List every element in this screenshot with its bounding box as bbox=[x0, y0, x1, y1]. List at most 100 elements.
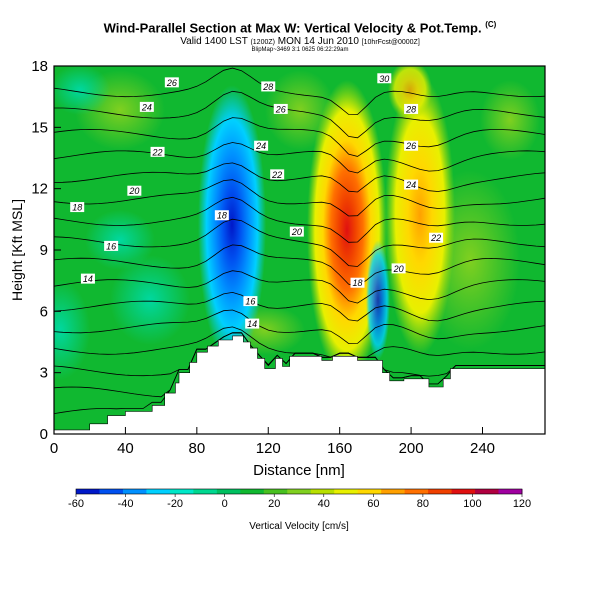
colorbar-tick-label: 60 bbox=[367, 498, 379, 510]
theta-contour-line bbox=[54, 291, 545, 322]
colorbar-swatch bbox=[381, 489, 406, 494]
theta-label-bg bbox=[429, 232, 444, 243]
x-axis-label: Distance [nm] bbox=[253, 462, 345, 479]
x-tick-label: 0 bbox=[50, 440, 58, 457]
theta-contour-line bbox=[54, 309, 545, 344]
theta-contour-label: 22 bbox=[430, 233, 441, 243]
colorbar-tick-label: -60 bbox=[68, 498, 84, 510]
theta-label-bg bbox=[245, 318, 260, 329]
colorbar-swatch bbox=[240, 489, 265, 494]
theta-contour-line bbox=[54, 162, 545, 193]
theta-label-bg bbox=[404, 140, 419, 151]
colorbar-tick-label: -20 bbox=[167, 498, 183, 510]
theta-label-bg bbox=[273, 103, 288, 114]
colorbar-tick-label: 40 bbox=[318, 498, 330, 510]
theta-label-bg bbox=[254, 140, 269, 151]
theta-contour-label: 18 bbox=[217, 211, 227, 221]
colorbar-swatch bbox=[169, 489, 194, 494]
colorbar-swatch bbox=[498, 489, 523, 494]
colorbar-swatch bbox=[357, 489, 382, 494]
y-tick-label: 3 bbox=[40, 365, 48, 382]
theta-contour-label: 30 bbox=[379, 74, 389, 84]
x-tick-label: 160 bbox=[327, 440, 352, 457]
colorbar-tick-label: 0 bbox=[222, 498, 228, 510]
theta-contour-label: 24 bbox=[405, 180, 416, 190]
y-tick-label: 12 bbox=[31, 181, 48, 198]
colorbar-swatch bbox=[193, 489, 218, 494]
colorbar-tick-label: 120 bbox=[513, 498, 531, 510]
theta-contour-label: 28 bbox=[405, 104, 416, 114]
theta-label-bg bbox=[243, 296, 258, 307]
colorbar-tick-label: 80 bbox=[417, 498, 429, 510]
x-tick-label: 40 bbox=[117, 440, 134, 457]
theta-contour-line bbox=[54, 67, 545, 115]
theta-contour-label: 28 bbox=[262, 82, 273, 92]
y-tick-label: 15 bbox=[31, 119, 48, 136]
colorbar-tick-label: 100 bbox=[463, 498, 481, 510]
theta-label-bg bbox=[391, 263, 406, 274]
theta-contour-label: 18 bbox=[353, 278, 363, 288]
y-tick-label: 0 bbox=[40, 426, 48, 443]
theta-contour-label: 24 bbox=[141, 102, 152, 112]
theta-contour-label: 26 bbox=[275, 104, 286, 114]
potential-temperature-labels: 26 24 22 20 18 16 14 28 26 24 22 20 18 16 14 30 28 26 24 22… bbox=[70, 73, 444, 329]
theta-label-bg bbox=[127, 185, 142, 196]
theta-contour-label: 26 bbox=[166, 78, 177, 88]
colorbar-swatch bbox=[287, 489, 312, 494]
theta-contour-line bbox=[54, 218, 545, 267]
y-tick-label: 18 bbox=[31, 58, 48, 75]
theta-label-bg bbox=[377, 73, 392, 84]
colorbar-tick-label: 20 bbox=[268, 498, 280, 510]
y-tick-label: 9 bbox=[40, 242, 48, 259]
colorbar-tick-label: -40 bbox=[118, 498, 134, 510]
y-axis-label: Height [Kft MSL] bbox=[9, 199, 25, 301]
colorbar-swatch bbox=[334, 489, 359, 494]
theta-contour-label: 14 bbox=[247, 319, 257, 329]
theta-contour-label: 24 bbox=[255, 141, 266, 151]
x-tick-label: 80 bbox=[188, 440, 205, 457]
theta-label-bg bbox=[350, 277, 365, 288]
colorbar-swatch bbox=[146, 489, 171, 494]
theta-contour-label: 20 bbox=[393, 264, 404, 274]
theta-contour-line bbox=[54, 90, 545, 139]
y-axis-ticks: 0 3 6 9 12 15 18 bbox=[31, 58, 61, 443]
theta-label-bg bbox=[150, 146, 165, 157]
theta-label-bg bbox=[139, 101, 154, 112]
theta-contour-label: 20 bbox=[291, 227, 302, 237]
theta-contour-label: 16 bbox=[106, 241, 116, 251]
theta-contour-label: 20 bbox=[128, 186, 139, 196]
theta-contour-label: 16 bbox=[245, 297, 255, 307]
theta-contour-line bbox=[54, 244, 545, 287]
theta-label-bg bbox=[261, 81, 276, 92]
x-tick-label: 120 bbox=[256, 440, 281, 457]
chart-subtitle: Valid 1400 LST (1200Z) MON 14 Jun 2010 [… bbox=[180, 36, 420, 47]
theta-label-bg bbox=[80, 273, 95, 284]
colorbar-swatch bbox=[404, 489, 429, 494]
colorbar-label: Vertical Velocity [cm/s] bbox=[249, 521, 349, 532]
y-tick-label: 6 bbox=[40, 303, 48, 320]
x-tick-label: 240 bbox=[470, 440, 495, 457]
chart-stamp: BlipMap~3469 3:1 0625 06:22:29am bbox=[251, 47, 349, 53]
colorbar-swatch bbox=[310, 489, 335, 494]
theta-label-bg bbox=[404, 179, 419, 190]
theta-label-bg bbox=[214, 210, 229, 221]
theta-label-bg bbox=[270, 169, 285, 180]
theta-contour-line bbox=[54, 179, 545, 217]
colorbar: -60 -40 -20 0 20 40 60 80 100 120 bbox=[68, 488, 531, 510]
colorbar-swatch bbox=[451, 489, 476, 494]
colorbar-swatch bbox=[76, 489, 100, 494]
theta-contour-label: 22 bbox=[152, 147, 163, 157]
chart-title: Wind-Parallel Section at Max W: Vertical… bbox=[103, 20, 497, 36]
colorbar-swatch bbox=[475, 489, 500, 494]
colorbar-swatch bbox=[428, 489, 453, 494]
theta-contour-label: 18 bbox=[72, 203, 82, 213]
colorbar-frame bbox=[75, 488, 523, 495]
theta-contour-label: 22 bbox=[271, 170, 282, 180]
colorbar-swatch bbox=[216, 489, 241, 494]
theta-label-bg bbox=[404, 103, 419, 114]
theta-contour-line bbox=[54, 117, 545, 157]
theta-contour-line bbox=[54, 326, 545, 358]
theta-label-bg bbox=[289, 226, 304, 237]
terrain-mask bbox=[53, 335, 546, 435]
